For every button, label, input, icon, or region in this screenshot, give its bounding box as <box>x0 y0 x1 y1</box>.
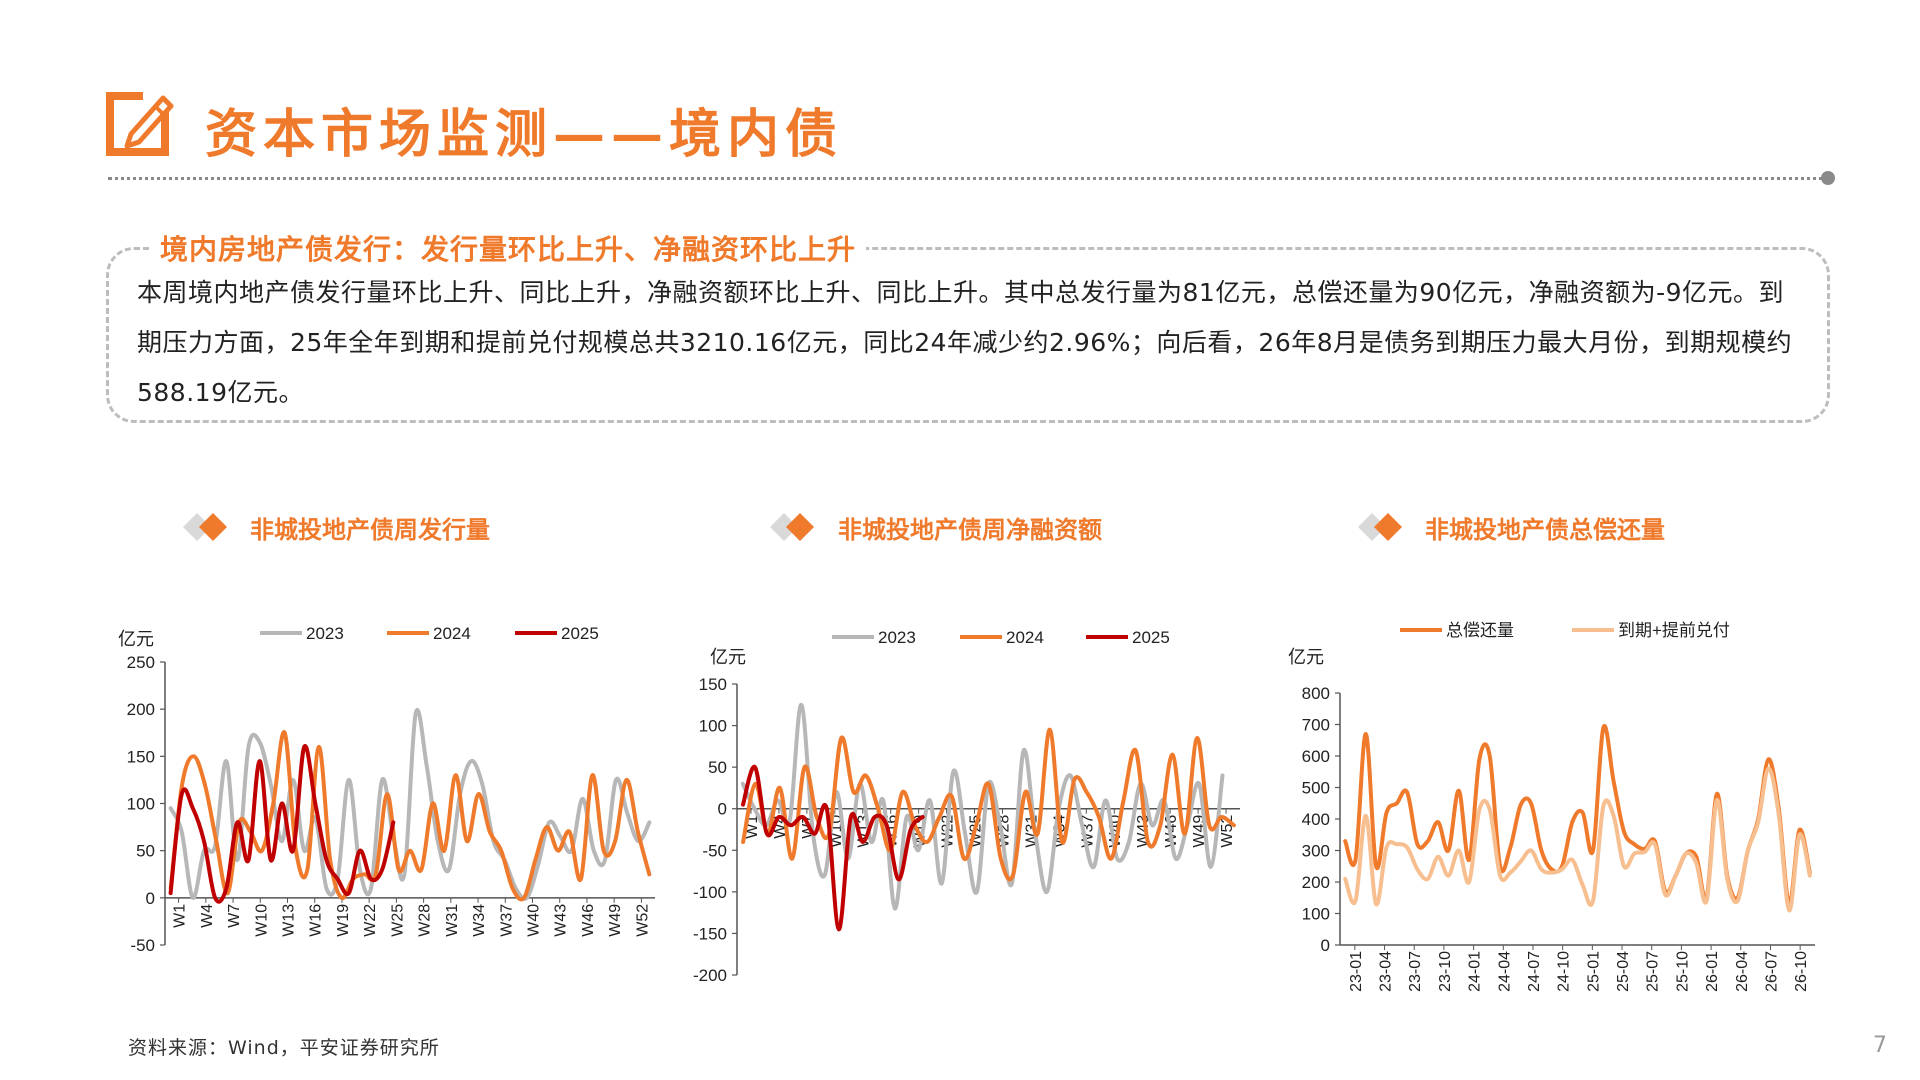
legend-label: 到期+提前兑付 <box>1618 621 1730 640</box>
y-tick-label: 250 <box>127 653 155 672</box>
y-tick-label: 50 <box>708 758 727 777</box>
x-tick-label: W40 <box>526 904 543 937</box>
x-tick-label: W31 <box>444 904 461 937</box>
x-tick-label: W49 <box>607 904 624 937</box>
y-tick-label: 800 <box>1302 684 1330 703</box>
legend-label: 2025 <box>1132 628 1170 647</box>
x-tick-label: W34 <box>471 904 488 937</box>
x-tick-label: W1 <box>172 904 189 928</box>
x-tick-label: W7 <box>226 904 243 928</box>
x-tick-label: W13 <box>281 904 298 937</box>
x-tick-label: 25-04 <box>1615 951 1632 992</box>
y-axis-unit: 亿元 <box>118 629 154 649</box>
summary-text: 本周境内地产债发行量环比上升、同比上升，净融资额环比上升、同比上升。其中总发行量… <box>137 278 1793 407</box>
source-note: 资料来源：Wind，平安证券研究所 <box>128 1037 440 1059</box>
page-number: 7 <box>1873 1033 1887 1058</box>
x-tick-label: 24-07 <box>1526 951 1543 992</box>
x-tick-label: W52 <box>634 904 651 937</box>
x-tick-label: W28 <box>417 904 434 937</box>
x-tick-label: 24-04 <box>1496 951 1513 992</box>
x-tick-label: W10 <box>253 904 270 937</box>
series-line-2023 <box>740 702 1225 911</box>
y-tick-label: 300 <box>1302 842 1330 861</box>
x-tick-label: W19 <box>335 904 352 937</box>
series-line-2023 <box>168 708 652 901</box>
x-tick-label: 26-01 <box>1704 951 1721 992</box>
x-tick-label: 25-07 <box>1645 951 1662 992</box>
x-tick-label: W46 <box>580 904 597 937</box>
y-tick-label: -50 <box>702 841 727 860</box>
panel-title-net-financing: 非城投地产债周净融资额 <box>838 516 1102 544</box>
x-tick-label: 26-07 <box>1763 951 1780 992</box>
y-axis-unit: 亿元 <box>710 647 746 667</box>
y-tick-label: 400 <box>1302 810 1330 829</box>
x-tick-label: W16 <box>308 904 325 937</box>
y-tick-label: 0 <box>1321 936 1330 955</box>
x-tick-label: 23-01 <box>1348 951 1365 992</box>
y-tick-label: 500 <box>1302 779 1330 798</box>
chart-repayment: 0 100 200 300 400 500 600 700 800 亿元 23-01 23-04 23-… <box>1288 621 1815 992</box>
legend-label: 2025 <box>561 624 599 643</box>
x-tick-label: 26-04 <box>1734 951 1751 992</box>
x-tick-label: 25-10 <box>1674 951 1691 992</box>
y-tick-label: 200 <box>127 700 155 719</box>
y-tick-label: -200 <box>693 966 727 985</box>
series-line-2025 <box>741 765 925 932</box>
x-tick-label: 23-07 <box>1407 951 1424 992</box>
legend-label: 2024 <box>433 624 471 643</box>
y-tick-label: 700 <box>1302 716 1330 735</box>
x-tick-label: W4 <box>199 904 216 928</box>
diamond-bullet-icon <box>183 511 235 543</box>
x-tick-label: W25 <box>389 904 406 937</box>
panel-title-repayment: 非城投地产债总偿还量 <box>1425 516 1665 544</box>
x-tick-label: W22 <box>362 904 379 937</box>
y-tick-label: 0 <box>718 800 727 819</box>
diamond-bullet-icon <box>1358 511 1410 543</box>
edit-pencil-icon <box>105 88 175 158</box>
y-tick-label: 150 <box>699 675 727 694</box>
x-tick-label: W37 <box>498 904 515 937</box>
header-divider <box>108 177 1830 180</box>
series-line-总偿还量 <box>1343 723 1812 907</box>
y-tick-label: 100 <box>1302 905 1330 924</box>
page-title: 资本市场监测——境内债 <box>205 104 844 165</box>
y-tick-label: -150 <box>693 924 727 943</box>
summary-box <box>106 247 1830 423</box>
legend-label: 2023 <box>306 624 344 643</box>
y-tick-label: 600 <box>1302 747 1330 766</box>
legend-label: 总偿还量 <box>1446 621 1514 640</box>
legend-label: 2023 <box>878 628 916 647</box>
diamond-bullet-icon <box>770 511 822 543</box>
x-tick-label: 24-01 <box>1467 951 1484 992</box>
x-tick-label: 24-10 <box>1556 951 1573 992</box>
y-tick-label: 200 <box>1302 873 1330 892</box>
x-tick-label: 25-01 <box>1585 951 1602 992</box>
y-tick-label: -100 <box>693 883 727 902</box>
summary-heading: 境内房地产债发行：发行量环比上升、净融资环比上升 <box>150 228 867 268</box>
chart-issuance: -50 0 50 100 150 200 250 亿元 W1 W4 W7 W10 W13 W16 W19 W2… <box>118 624 655 955</box>
y-tick-label: 50 <box>136 842 155 861</box>
y-tick-label: 0 <box>146 889 155 908</box>
x-tick-label: 23-04 <box>1378 951 1395 992</box>
x-tick-label: W43 <box>553 904 570 937</box>
y-tick-label: -50 <box>130 936 155 955</box>
y-tick-label: 100 <box>127 795 155 814</box>
y-tick-label: 150 <box>127 747 155 766</box>
series-line-2025 <box>168 744 396 904</box>
x-tick-label: 26-10 <box>1793 951 1810 992</box>
panel-title-issuance: 非城投地产债周发行量 <box>250 516 490 544</box>
series-line-到期+提前兑付 <box>1343 766 1812 913</box>
legend-label: 2024 <box>1006 628 1044 647</box>
series-line-2024 <box>741 727 1236 882</box>
y-axis-unit: 亿元 <box>1288 647 1324 667</box>
divider-end-dot <box>1821 171 1835 185</box>
y-tick-label: 100 <box>699 717 727 736</box>
x-tick-label: 23-10 <box>1437 951 1454 992</box>
